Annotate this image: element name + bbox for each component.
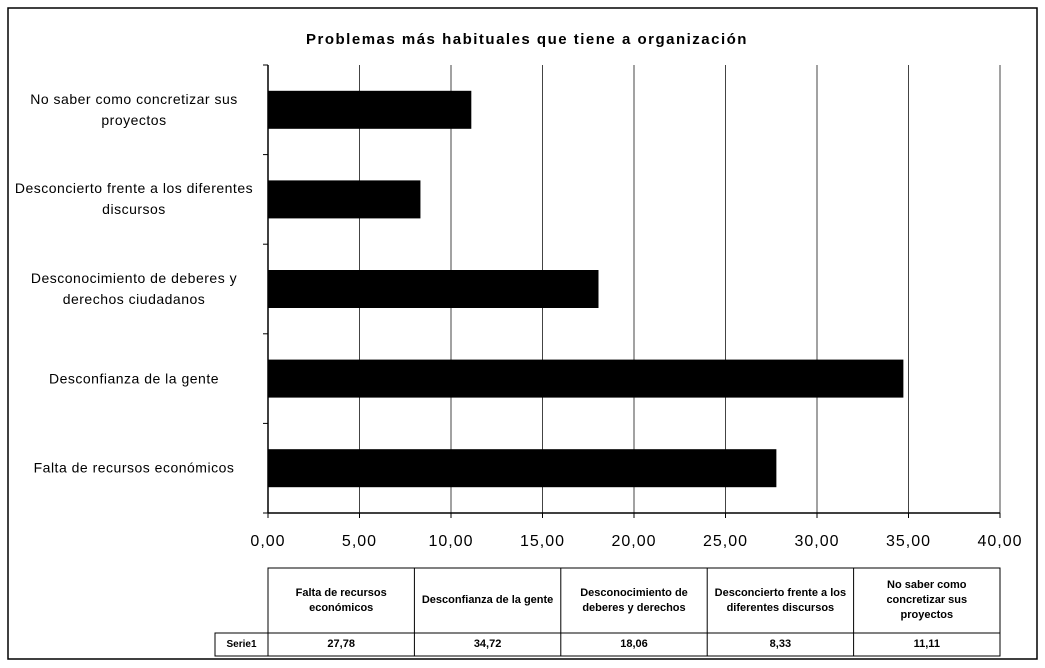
x-tick-label: 35,00 bbox=[886, 533, 931, 550]
y-tick-label: No saber como concretizar sus proyectos bbox=[30, 90, 238, 128]
y-tick-label: Desconfianza de la gente bbox=[49, 370, 219, 387]
bar bbox=[268, 359, 904, 398]
table-row-border bbox=[214, 632, 1001, 657]
x-tick-label: 40,00 bbox=[977, 533, 1022, 550]
data-label: 8,33 bbox=[769, 638, 792, 650]
bar bbox=[268, 90, 472, 129]
x-tick-label: 15,00 bbox=[520, 533, 565, 550]
x-tick-label: 30,00 bbox=[794, 533, 839, 550]
bar bbox=[268, 270, 599, 308]
x-tick-label: 25,00 bbox=[703, 533, 748, 550]
data-label: 27,78 bbox=[327, 638, 355, 650]
bar bbox=[268, 180, 421, 219]
y-tick-label: Falta de recursos económicos bbox=[33, 459, 235, 476]
legend-entry: Serie1 bbox=[226, 639, 257, 650]
data-label: 34,72 bbox=[473, 638, 502, 650]
bar bbox=[268, 449, 777, 488]
x-tick-label: 10,00 bbox=[428, 533, 473, 550]
x-tick-label: 5,00 bbox=[342, 533, 377, 550]
table-header: Desconocimiento de deberes y derechos bbox=[580, 586, 688, 614]
data-label: 11,11 bbox=[913, 638, 940, 650]
table-header: Falta de recursos económicos bbox=[295, 586, 387, 614]
frame bbox=[7, 7, 1038, 660]
table-header: Desconfianza de la gente bbox=[421, 594, 554, 606]
y-tick-label: Desconocimiento de deberes y derechos ci… bbox=[30, 270, 238, 307]
x-tick-label: 0,00 bbox=[250, 533, 285, 550]
x-tick-label: 20,00 bbox=[611, 533, 656, 550]
table-header: Desconcierto frente a los diferentes dis… bbox=[714, 586, 847, 614]
data-label: 18,06 bbox=[620, 638, 648, 650]
table-header: No saber como concretizar sus proyectos bbox=[886, 579, 968, 621]
y-tick-label: Desconcierto frente a los diferentes dis… bbox=[14, 180, 254, 218]
chart-title: Problemas más habituales que tiene a org… bbox=[306, 31, 748, 48]
